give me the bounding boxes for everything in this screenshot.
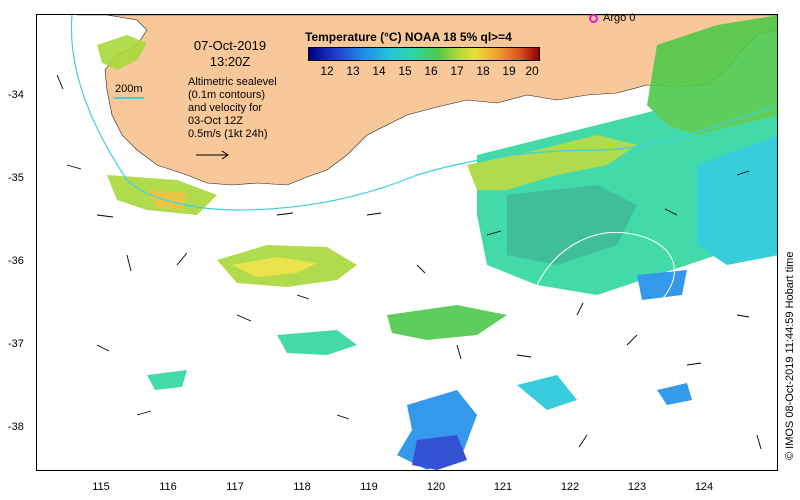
info-line: (0.1m contours) xyxy=(188,89,266,101)
contour-legend-line xyxy=(114,97,144,99)
info-line: Altimetric sealevel xyxy=(188,76,277,88)
x-tick: 117 xyxy=(226,481,244,493)
colorbar-tick: 20 xyxy=(525,64,539,78)
x-tick: 116 xyxy=(159,481,177,493)
colorbar-tick: 19 xyxy=(502,64,516,78)
x-tick: 122 xyxy=(560,481,580,493)
x-tick: 115 xyxy=(92,481,110,493)
sst-map xyxy=(56,15,777,470)
sealevel-contour xyxy=(536,231,675,306)
colorbar-tick: 14 xyxy=(372,64,386,78)
colorbar-tick: 12 xyxy=(320,64,334,78)
colorbar-tick: 17 xyxy=(450,64,464,78)
map-frame[interactable] xyxy=(36,14,778,471)
info-line: 0.5m/s (1kt 24h) xyxy=(188,128,268,140)
colorbar-title: Temperature (°C) NOAA 18 5% ql>=4 xyxy=(305,30,512,44)
credit-text: © IMOS 08-Oct-2019 11:44:59 Hobart time xyxy=(784,251,796,460)
map-date-title: 07-Oct-2019 13:20Z xyxy=(180,38,280,70)
title-time: 13:20Z xyxy=(209,54,251,69)
x-tick: 119 xyxy=(360,481,378,493)
sst-patches xyxy=(97,15,777,470)
info-line: and velocity for xyxy=(188,102,262,114)
y-tick: -35 xyxy=(8,172,24,184)
x-tick: 124 xyxy=(694,481,714,493)
depth-contour-200m xyxy=(70,15,777,211)
info-text: Altimetric sealevel (0.1m contours) and … xyxy=(188,76,277,141)
colorbar xyxy=(308,47,540,61)
velocity-arrows xyxy=(56,74,762,450)
argo-float-marker[interactable] xyxy=(589,14,598,23)
x-tick: 123 xyxy=(627,481,647,493)
x-tick: 121 xyxy=(493,481,513,493)
y-tick: -37 xyxy=(8,338,24,350)
info-line: 03-Oct 12Z xyxy=(188,115,244,127)
title-date: 07-Oct-2019 xyxy=(193,38,267,53)
colorbar-tick: 18 xyxy=(476,64,490,78)
colorbar-tick: 15 xyxy=(398,64,412,78)
argo-label: Argo 0 xyxy=(603,12,636,24)
x-tick: 118 xyxy=(293,481,311,493)
y-tick: -34 xyxy=(8,89,24,101)
x-tick: 120 xyxy=(426,481,446,493)
colorbar-tick: 13 xyxy=(346,64,360,78)
contour-label: 200m xyxy=(115,83,143,95)
colorbar-tick: 16 xyxy=(424,64,438,78)
y-tick: -36 xyxy=(8,255,24,267)
velocity-scale-arrow xyxy=(196,150,229,160)
y-tick: -38 xyxy=(8,421,24,433)
